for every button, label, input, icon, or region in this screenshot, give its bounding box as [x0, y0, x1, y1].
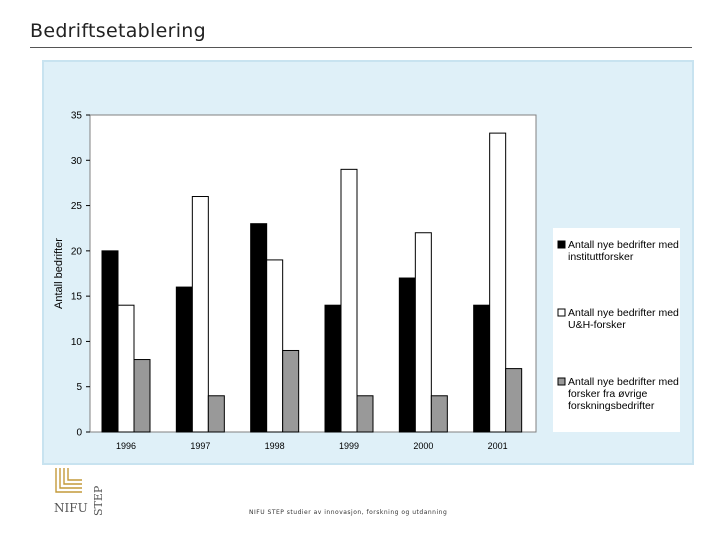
- slide-title: Bedriftsetablering: [30, 20, 206, 42]
- bar-3-2000: [430, 395, 448, 433]
- bar-3-1999: [356, 395, 374, 433]
- legend-swatch-2: [557, 308, 566, 317]
- bar-3-1997: [207, 395, 225, 433]
- legend-swatch-1: [557, 240, 566, 249]
- bar-3-1998: [282, 349, 300, 433]
- y-tick-label: 0: [76, 428, 82, 439]
- legend-label-3: forsker fra øvrige: [568, 388, 648, 400]
- plot-area: [89, 114, 537, 433]
- title-divider: [30, 47, 692, 48]
- bar-1-1998: [250, 223, 268, 433]
- legend-label-3: forskningsbedrifter: [568, 400, 655, 412]
- bar-2-2001: [489, 132, 507, 433]
- y-axis-label: Antall bedrifter: [53, 238, 65, 309]
- svg-text:STEP: STEP: [92, 485, 105, 516]
- legend-label-1: instituttforsker: [568, 251, 634, 263]
- legend-swatch-3: [557, 377, 566, 386]
- bar-3-2001: [505, 368, 523, 433]
- bar-2-1998: [266, 259, 284, 433]
- x-tick-label: 1999: [339, 441, 359, 451]
- y-tick-label: 10: [71, 337, 83, 348]
- legend-label-3: Antall nye bedrifter med: [568, 376, 679, 388]
- y-tick-label: 30: [71, 156, 83, 167]
- legend-label-2: U&H-forsker: [568, 319, 626, 331]
- x-tick-label: 2000: [413, 441, 433, 451]
- bar-3-1996: [133, 359, 151, 433]
- footer-text: NIFU STEP studier av innovasjon, forskni…: [249, 509, 448, 516]
- bar-1-1997: [175, 286, 193, 433]
- nifu-step-logo: NIFU STEP: [54, 468, 105, 516]
- x-tick-label: 2001: [488, 441, 508, 451]
- y-tick-label: 25: [71, 201, 83, 212]
- bar-1-1996: [101, 250, 119, 433]
- bar-2-1999: [340, 168, 358, 433]
- x-tick-label: 1997: [190, 441, 210, 451]
- bar-1-1999: [324, 304, 342, 433]
- y-tick-label: 15: [71, 292, 83, 303]
- bar-2-2000: [414, 232, 432, 433]
- y-tick-label: 20: [71, 246, 83, 257]
- x-tick-label: 1996: [116, 441, 136, 451]
- legend-label-2: Antall nye bedrifter med: [568, 307, 679, 319]
- legend-box: [553, 228, 680, 432]
- y-tick-label: 35: [71, 111, 83, 122]
- legend-label-1: Antall nye bedrifter med: [568, 239, 679, 251]
- bar-1-2001: [473, 304, 491, 433]
- svg-text:NIFU: NIFU: [54, 501, 88, 515]
- bar-2-1997: [191, 196, 209, 433]
- bar-2-1996: [117, 304, 135, 433]
- bar-1-2000: [398, 277, 416, 433]
- y-tick-label: 5: [76, 382, 82, 393]
- x-tick-label: 1998: [265, 441, 285, 451]
